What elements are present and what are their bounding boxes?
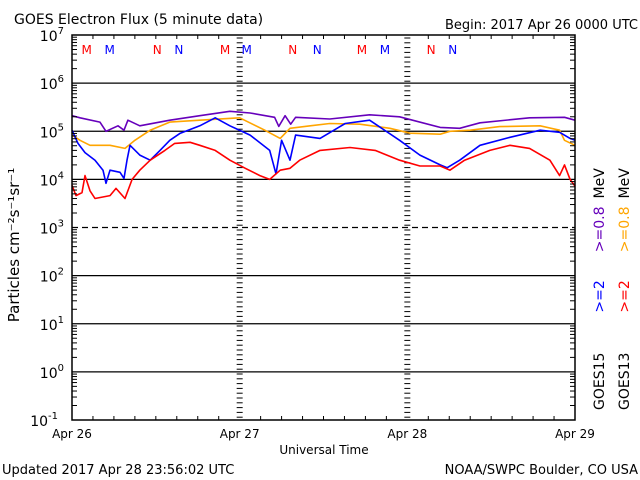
updated-label: Updated 2017 Apr 28 23:56:02 UTC [2,463,234,478]
marker-m: M [241,43,251,57]
x-axis-label: Universal Time [279,443,368,457]
x-tick-label: Apr 29 [555,427,595,441]
x-tick-label: Apr 27 [220,427,260,441]
marker-n: N [153,43,162,57]
credit-label: NOAA/SWPC Boulder, CO USA [445,463,638,478]
y-tick-label: 100 [40,363,64,382]
y-tick-label: 103 [40,219,64,238]
y-tick-label: 104 [40,170,64,189]
y-tick-label: 105 [40,122,64,141]
marker-m: M [81,43,91,57]
marker-n: N [288,43,297,57]
marker-m: M [220,43,230,57]
series-line-2 [71,117,576,185]
marker-n: N [448,43,457,57]
y-tick-label: 106 [40,74,64,93]
y-tick-label: 101 [40,315,64,334]
marker-n: N [174,43,183,57]
marker-n: N [313,43,322,57]
y-tick-label: 102 [40,267,64,286]
y-tick-label: 10-1 [30,411,58,430]
plot-frame [71,34,576,421]
y-tick-label: 107 [40,26,64,45]
x-tick-label: Apr 28 [387,427,427,441]
marker-n: N [427,43,436,57]
legend-goes15: GOES15>=2>=0.8MeV [592,168,608,410]
series-line-1 [71,117,576,150]
marker-m: M [380,43,390,57]
series-line-3 [71,141,576,200]
chart-title: GOES Electron Flux (5 minute data) [14,12,263,28]
legend-goes13: GOES13>=2>=0.8MeV [617,168,633,410]
marker-m: M [357,43,367,57]
marker-m: M [105,43,115,57]
series-line-0 [71,110,576,133]
begin-label: Begin: 2017 Apr 26 0000 UTC [445,18,638,33]
y-axis-label: Particles cm⁻²s⁻¹sr⁻¹ [5,168,23,322]
x-tick-label: Apr 26 [52,427,92,441]
